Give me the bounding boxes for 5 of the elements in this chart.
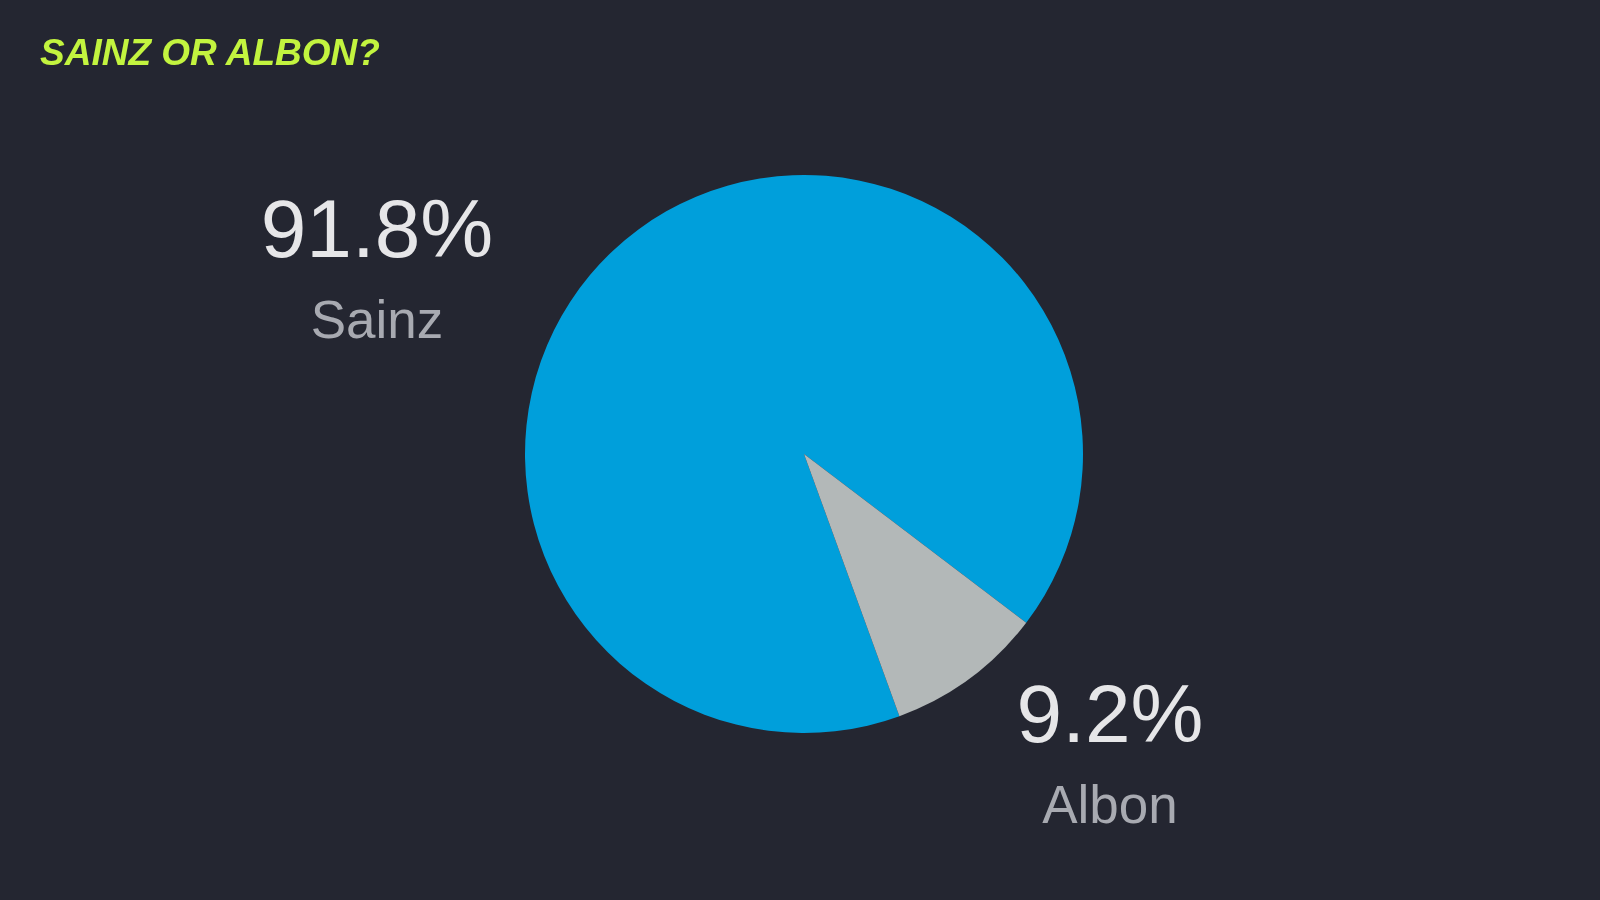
- data-label: 91.8%: [260, 183, 494, 274]
- chart-title: SAINZ OR ALBON?: [40, 31, 380, 75]
- data-label: 9.2%: [1016, 668, 1204, 759]
- slice-label: Albon: [1042, 775, 1178, 834]
- slice-label: Sainz: [310, 290, 444, 349]
